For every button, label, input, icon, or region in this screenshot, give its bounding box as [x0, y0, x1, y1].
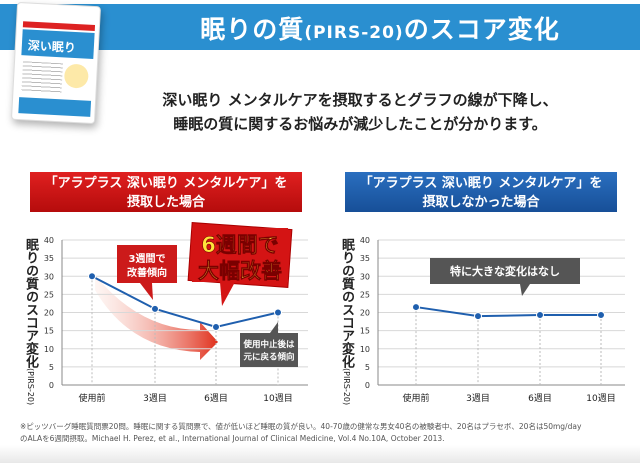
- page-title: 眠りの質(PIRS-20)のスコア変化: [200, 15, 560, 44]
- data-point: [151, 304, 159, 313]
- callout-6-weeks-tail: [220, 282, 235, 306]
- y-tick-label: 5: [49, 363, 54, 372]
- x-tick-label: 10週目: [586, 393, 615, 404]
- bottom-fade: [0, 445, 640, 463]
- callout-3-weeks-text: 3週間で: [129, 253, 166, 265]
- x-tick-label: 6週目: [528, 393, 552, 404]
- y-tick-label: 25: [360, 290, 370, 299]
- y-tick-label: 30: [44, 272, 54, 281]
- data-point: [412, 303, 420, 312]
- callout-no-change-tail: [520, 284, 530, 296]
- x-tick-label: 使用前: [78, 392, 105, 404]
- panel-title-not-taken: 「アラプラス 深い眠り メンタルケア」を 摂取しなかった場合: [345, 172, 617, 212]
- lead-text: 深い眠り メンタルケアを摂取するとグラフの線が下降し、 睡眠の質に関するお悩みが減…: [162, 91, 558, 133]
- callout-no-change: [430, 258, 580, 284]
- y-tick-label: 10: [360, 345, 370, 354]
- series-line: [415, 306, 601, 318]
- x-tick-label: 6週目: [204, 393, 228, 404]
- y-tick-label: 15: [360, 327, 370, 336]
- callout-after-stop-text: 使用中止後は: [242, 339, 295, 350]
- data-point: [88, 272, 96, 281]
- trend-arrow: [95, 275, 218, 360]
- callout-no-change-text: 特に大きな変化はなし: [450, 264, 560, 278]
- data-point: [474, 312, 482, 321]
- callout-3-weeks-tail: [140, 283, 153, 300]
- data-point: [536, 311, 544, 320]
- y-axis-label-right: 眠りの質のスコア変化(PIRS-20): [339, 238, 354, 406]
- callout-after-stop: [240, 333, 298, 367]
- y-tick-label: 35: [360, 254, 370, 263]
- callout-3-weeks: [117, 245, 177, 283]
- callout-after-stop-text: 元に戻る傾向: [243, 352, 294, 363]
- data-point: [597, 311, 605, 320]
- data-point: [274, 308, 282, 317]
- series-line: [91, 275, 279, 329]
- y-tick-label: 20: [360, 309, 370, 318]
- callout-6-weeks: [192, 228, 288, 282]
- y-tick-label: 5: [365, 363, 370, 372]
- x-tick-label: 3週目: [143, 393, 167, 404]
- header-band: [0, 4, 640, 50]
- y-tick-label: 35: [44, 254, 54, 263]
- data-point: [212, 323, 220, 331]
- y-tick-label: 10: [44, 345, 54, 354]
- footnote: ※ピッツバーグ睡眠質問票20問。睡眠に関する質問票で、値が低いほど睡眠の質が良い…: [20, 422, 582, 443]
- x-tick-label: 3週目: [466, 393, 490, 404]
- callout-6-weeks-text: 6週間で: [201, 233, 279, 257]
- y-tick-label: 0: [365, 381, 370, 390]
- y-tick-label: 40: [360, 236, 370, 245]
- x-tick-label: 10週目: [263, 393, 292, 404]
- y-tick-label: 40: [44, 236, 54, 245]
- callout-3-weeks-text: 改善傾向: [127, 266, 167, 279]
- y-tick-label: 0: [49, 381, 54, 390]
- callout-6-weeks-text: 大幅改善: [198, 259, 282, 283]
- panel-title-taken: 「アラプラス 深い眠り メンタルケア」を 摂取した場合: [30, 172, 302, 212]
- x-tick-label: 使用前: [402, 392, 429, 404]
- callout-after-stop-tail: [270, 322, 278, 333]
- y-axis-label-left: 眠りの質のスコア変化(PIRS-20): [23, 238, 38, 406]
- y-tick-label: 25: [44, 290, 54, 299]
- y-tick-label: 15: [44, 327, 54, 336]
- y-tick-label: 20: [44, 309, 54, 318]
- y-tick-label: 30: [360, 272, 370, 281]
